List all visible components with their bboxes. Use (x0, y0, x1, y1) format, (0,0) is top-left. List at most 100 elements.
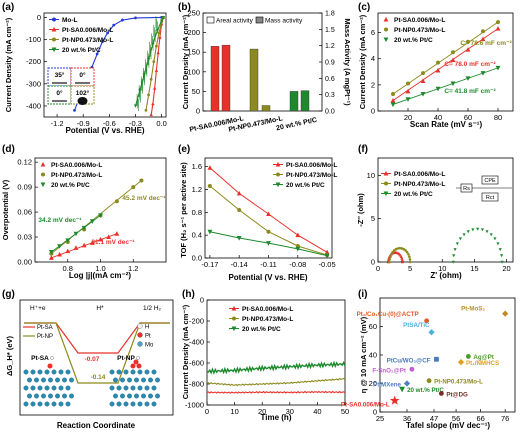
legend-label: 20 wt.% Pt/C (394, 191, 433, 198)
series-line (206, 390, 346, 394)
series-line (150, 17, 164, 115)
mo-atom (130, 385, 136, 391)
pt-atom (130, 363, 136, 369)
data-point (498, 248, 502, 252)
mo-atom (141, 393, 146, 399)
bar (300, 90, 310, 112)
data-point (106, 31, 110, 35)
data-point (405, 250, 409, 254)
y-tick-label: 60 (369, 322, 377, 331)
mo-atom (120, 377, 125, 383)
mo-atom (65, 369, 71, 375)
mo-atom (23, 369, 29, 375)
y2-axis-label: Mass Activity (A mgPt⁻¹) (343, 18, 352, 106)
mo-atom (37, 369, 43, 375)
x-tick-label: -0.05 (319, 260, 336, 269)
x-axis-label: Time (h) (261, 413, 292, 422)
data-point (453, 248, 457, 252)
legend-label: Pt-NP0.473/Mo-L (394, 181, 445, 188)
data-point (266, 229, 271, 234)
data-point (476, 227, 480, 231)
y-tick-label: 0.0 (192, 254, 202, 263)
mo-atom (144, 385, 150, 391)
panel-e: (e) -0.17 -0.14 -0.11 -0.08 -0.05 0.0 0.4 0.8 1.2… (178, 144, 337, 282)
y-axis-label: Current Density (mA cm⁻²) (4, 17, 13, 112)
legend-label: Pt-SA0.006/Mo-L (242, 306, 293, 313)
y-axis-label: -Z'' (ohm) (356, 193, 365, 227)
point-label: Pt/MXene (373, 382, 401, 389)
mo-atom (137, 385, 143, 391)
data-point (405, 97, 411, 102)
y-tick-label: 250 (187, 9, 200, 18)
y-tick-label: 5 (371, 214, 375, 223)
data-point (121, 18, 124, 22)
mo-atom (44, 401, 50, 407)
data-point (144, 108, 148, 112)
x-tick-label: 1.2 (128, 264, 138, 273)
legend-label: Pt-SA0.006/Mo-L (51, 162, 102, 169)
legend-marker (40, 182, 46, 188)
y-tick-label: -200 (26, 57, 41, 66)
mo-atom (109, 369, 115, 375)
data-point (133, 104, 138, 108)
mo-atom (148, 393, 153, 399)
mo-atom (41, 393, 46, 399)
y-tick-label: -400 (189, 338, 204, 347)
fit-line (392, 67, 499, 105)
pt-atom (47, 363, 53, 369)
series-line (206, 360, 346, 375)
legend-swatch (255, 16, 264, 24)
data-point (400, 260, 404, 264)
panel-letter: (a) (2, 2, 14, 13)
droplet (77, 97, 88, 105)
data-point (466, 39, 470, 44)
data-point (207, 229, 213, 235)
plot-frame (377, 12, 514, 112)
data-point (390, 97, 396, 103)
y-tick-label: 6 (371, 28, 375, 37)
mo-atom (62, 377, 67, 383)
data-point (158, 35, 162, 39)
y-tick-label: 50 (192, 87, 200, 96)
legend-marker (232, 316, 236, 321)
data-point (95, 52, 99, 56)
x-tick-label: 15 (470, 264, 478, 273)
y-tick-label: 0.09 (17, 183, 32, 192)
point-label: Pt-MoS₂ (461, 306, 485, 313)
data-point (493, 237, 497, 241)
data-point (434, 356, 439, 362)
mo-atom (116, 401, 122, 407)
data-point (452, 254, 456, 258)
data-point (400, 258, 404, 262)
legend-label: 20 wt.% Pt/C (394, 37, 433, 44)
point-label: PtSA/TiC (403, 322, 430, 329)
legend-marker (40, 161, 46, 167)
x-tick-label: 40 (434, 113, 442, 122)
data-point (131, 185, 136, 190)
y-tick-label: 20 (369, 379, 377, 388)
mo-atom (37, 385, 43, 391)
data-point (462, 233, 466, 237)
legend-label: Pt-NP0.473/Mo-L (62, 37, 113, 44)
y-tick-label: -400 (26, 101, 41, 110)
data-point (389, 395, 400, 405)
circuit-label: Rs (463, 186, 470, 192)
legend-marker (383, 170, 389, 176)
data-point (157, 31, 161, 35)
x-tick-label: 60 (464, 113, 472, 122)
value-label: -0.07 (85, 356, 100, 363)
data-point (98, 236, 103, 242)
bar (261, 105, 271, 112)
data-point (406, 81, 410, 86)
atom-legend-label: Mo (145, 343, 154, 349)
y-tick-label: 0.03 (17, 233, 32, 242)
series-line (145, 17, 164, 111)
data-point (114, 231, 120, 236)
mo-atom (123, 401, 129, 407)
bar (249, 48, 259, 112)
data-point (420, 78, 426, 83)
data-point (424, 318, 430, 324)
x-axis-label: Log |j|(mA cm⁻²) (69, 271, 132, 280)
x-tick-label: 0.8 (63, 264, 73, 273)
panel-i: (i) 25 36 47 56 66 76 0 20 40 60 Tafel slope (mV de… (341, 289, 516, 430)
